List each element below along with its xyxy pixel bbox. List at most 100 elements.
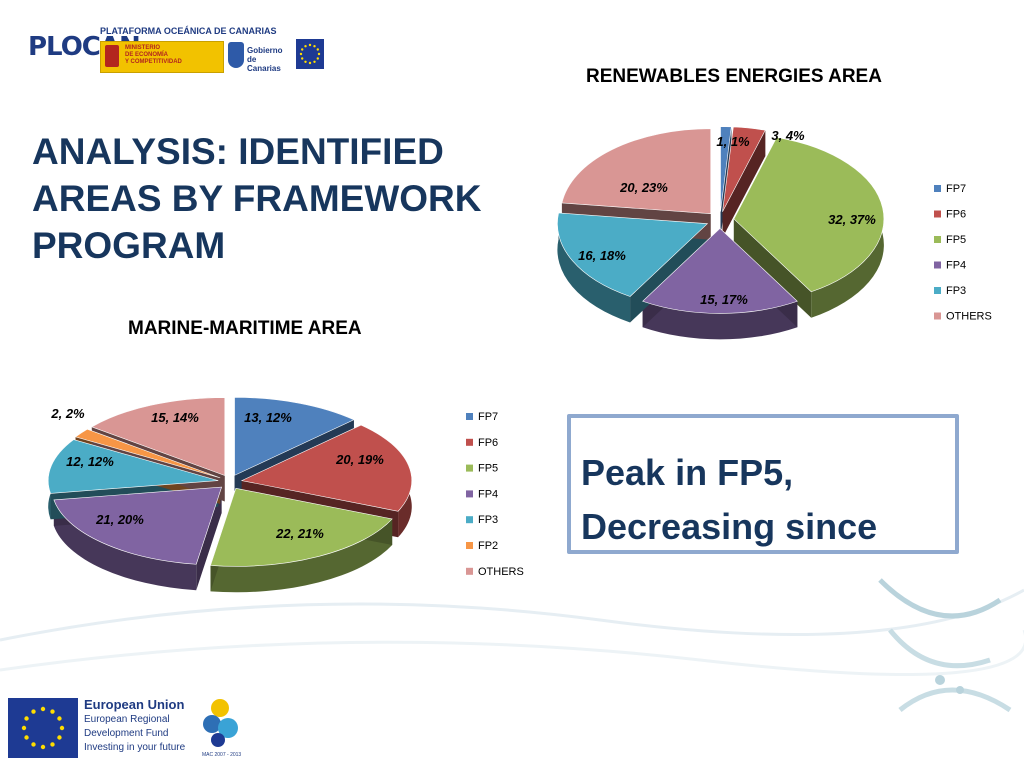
legend-label-fp5: FP5 bbox=[478, 463, 498, 475]
data-label-fp3: 16, 18% bbox=[578, 248, 626, 263]
legend-swatch-fp2 bbox=[466, 542, 473, 549]
pie-slice-others bbox=[91, 397, 226, 476]
header-logos: PLOCAN PLATAFORMA OCEÁNICA DE CANARIAS M… bbox=[28, 24, 324, 74]
eu-star-icon bbox=[304, 60, 307, 63]
ministerio-line-3: Y COMPETITIVIDAD bbox=[125, 59, 182, 65]
ministerio-line-2: DE ECONOMÍA bbox=[125, 52, 169, 58]
data-label-fp4: 15, 17% bbox=[700, 292, 748, 307]
eu-line-1: European Regional bbox=[84, 714, 170, 725]
eu-star-icon bbox=[304, 45, 307, 48]
footer-eu-logo: European Union European Regional Develop… bbox=[8, 694, 258, 762]
eu-star-icon bbox=[308, 43, 312, 47]
pie-slice-fp3 bbox=[47, 439, 219, 494]
legend-label-others: OTHERS bbox=[946, 311, 992, 323]
pie-slice-fp7 bbox=[720, 126, 732, 212]
eu-star-icon bbox=[57, 735, 62, 740]
canarias-shield-icon bbox=[228, 42, 244, 68]
eu-line-2: Development Fund bbox=[84, 728, 169, 739]
data-label-others: 15, 14% bbox=[151, 410, 199, 425]
legend-swatch-others bbox=[934, 312, 941, 320]
legend-swatch-fp6 bbox=[466, 438, 473, 446]
data-label-fp5: 22, 21% bbox=[275, 526, 324, 541]
eu-star-icon bbox=[21, 725, 27, 731]
eu-flag-icon bbox=[296, 39, 324, 69]
gobierno-line-1: Gobierno bbox=[247, 46, 283, 55]
title-line-1: ANALYSIS: IDENTIFIED bbox=[32, 131, 444, 172]
legend-label-fp7: FP7 bbox=[946, 183, 966, 195]
eu-star-icon bbox=[50, 742, 55, 747]
data-label-fp2: 2, 2% bbox=[50, 406, 85, 421]
eu-title: European Union bbox=[84, 697, 185, 712]
legend-label-fp6: FP6 bbox=[478, 437, 498, 449]
data-label-fp6: 3, 4% bbox=[771, 128, 805, 143]
eu-flag-icon bbox=[8, 698, 78, 758]
legend-label-fp7: FP7 bbox=[478, 411, 498, 423]
peak-line-1: Peak in FP5, bbox=[581, 452, 794, 493]
data-label-others: 20, 23% bbox=[619, 180, 668, 195]
legend-label-fp4: FP4 bbox=[946, 260, 966, 272]
legend-swatch-fp7 bbox=[934, 185, 941, 192]
pie-slice-fp5 bbox=[210, 487, 393, 567]
eu-star-icon bbox=[31, 742, 36, 747]
legend-swatch-fp3 bbox=[934, 287, 941, 294]
eu-line-3: Investing in your future bbox=[84, 742, 186, 753]
eu-star-icon bbox=[299, 52, 303, 56]
eu-star-icon bbox=[24, 735, 29, 740]
pie-slice-fp5 bbox=[733, 137, 885, 293]
slice-side-fp3 bbox=[557, 212, 631, 323]
legend-swatch-fp7 bbox=[466, 413, 473, 420]
slide-title: ANALYSIS: IDENTIFIED AREAS BY FRAMEWORK … bbox=[32, 128, 532, 269]
slice-wall bbox=[722, 130, 766, 238]
data-label-fp7: 1, 1% bbox=[716, 134, 750, 149]
eu-star-icon bbox=[40, 744, 46, 750]
eu-star-icon bbox=[301, 57, 304, 60]
legend-swatch-others bbox=[466, 567, 473, 575]
legend-label-fp3: FP3 bbox=[946, 285, 966, 297]
legend-swatch-fp3 bbox=[466, 516, 473, 524]
legend-label-fp3: FP3 bbox=[478, 514, 498, 526]
eu-star-icon bbox=[316, 48, 319, 51]
legend-label-fp5: FP5 bbox=[946, 234, 966, 246]
mac-text: MAC 2007 - 2013 bbox=[202, 752, 241, 758]
legend-swatch-fp5 bbox=[934, 236, 941, 243]
pie-slice-fp3 bbox=[557, 212, 709, 297]
pie-slice-fp4 bbox=[53, 486, 223, 565]
pie-slice-others bbox=[561, 128, 712, 215]
peak-line-2: Decreasing since bbox=[581, 506, 878, 547]
pie-slice-fp7 bbox=[234, 397, 355, 476]
gobierno-canarias-logo: Gobierno de Canarias bbox=[228, 40, 292, 73]
pie-slice-fp6 bbox=[722, 126, 766, 212]
ministerio-line-1: MINISTERIO bbox=[125, 45, 161, 51]
eu-star-icon bbox=[50, 709, 55, 714]
background-decoration bbox=[0, 578, 1024, 713]
legend-label-fp4: FP4 bbox=[478, 488, 498, 500]
eu-star-icon bbox=[316, 57, 319, 60]
eu-star-icon bbox=[59, 725, 65, 731]
eu-star-icon bbox=[313, 45, 316, 48]
slice-wall bbox=[733, 218, 812, 318]
eu-star-icon bbox=[57, 716, 62, 721]
title-line-2: AREAS BY FRAMEWORK bbox=[32, 178, 482, 219]
eu-star-icon bbox=[31, 709, 36, 714]
data-label-fp5: 32, 37% bbox=[828, 212, 876, 227]
legend-swatch-fp6 bbox=[934, 210, 941, 218]
ministerio-logo: MINISTERIO DE ECONOMÍA Y COMPETITIVIDAD bbox=[100, 41, 224, 73]
pie-tops bbox=[47, 397, 413, 567]
plataforma-text: PLATAFORMA OCEÁNICA DE CANARIAS bbox=[100, 26, 277, 36]
eu-star-icon bbox=[301, 48, 304, 51]
title-line-3: PROGRAM bbox=[32, 225, 226, 266]
marine-pie-chart: 13, 12% 20, 19% 22, 21% 21, 20% 12, 12% 2, 2%… bbox=[47, 397, 524, 593]
legend-swatch-fp4 bbox=[934, 261, 941, 269]
peak-callout-box: Peak in FP5, Decreasing since bbox=[567, 414, 959, 554]
pie-slice-fp6 bbox=[240, 424, 413, 512]
legend-label-fp2: FP2 bbox=[478, 540, 498, 552]
eu-star-icon bbox=[40, 706, 46, 712]
renewables-pie-chart: 1, 1% 3, 4% 32, 37% 15, 17% 16, 18% 20, 23% FP… bbox=[557, 126, 992, 340]
data-label-fp6: 20, 19% bbox=[335, 452, 384, 467]
mac-logo-icon: MAC 2007 - 2013 bbox=[202, 699, 241, 758]
renewables-chart-title: RENEWABLES ENERGIES AREA bbox=[586, 66, 882, 87]
marine-chart-title: MARINE-MARITIME AREA bbox=[128, 318, 362, 339]
gobierno-line-2: de Canarias bbox=[247, 55, 281, 73]
data-label-fp4: 21, 20% bbox=[95, 512, 144, 527]
pie-slice-fp4 bbox=[642, 227, 798, 314]
